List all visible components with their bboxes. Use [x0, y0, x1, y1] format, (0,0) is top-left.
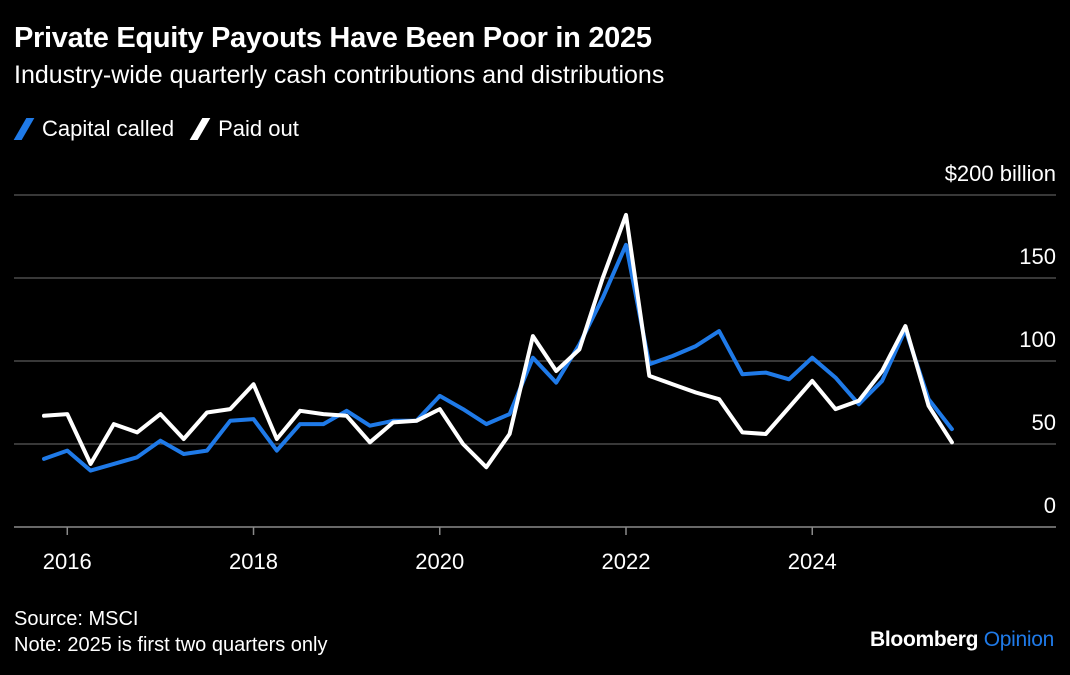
chart-title: Private Equity Payouts Have Been Poor in… — [14, 22, 652, 54]
x-tick-label: 2024 — [788, 549, 837, 574]
y-tick-label: 50 — [1032, 410, 1056, 435]
legend-item-paid-out: Paid out — [189, 116, 299, 142]
legend-label-paid-out: Paid out — [218, 116, 299, 141]
x-tick-label: 2018 — [229, 549, 278, 574]
brand-logo: Bloomberg Opinion — [870, 628, 1054, 652]
footnote: Note: 2025 is first two quarters only — [14, 634, 328, 656]
y-tick-label: 0 — [1044, 493, 1056, 518]
legend: Capital called Paid out — [13, 116, 317, 142]
legend-swatch-capital-called — [13, 118, 35, 140]
x-tick-label: 2016 — [43, 549, 92, 574]
series-line-paid-out — [42, 212, 954, 470]
chart-subtitle: Industry-wide quarterly cash contributio… — [14, 61, 665, 89]
source-note: Source: MSCI — [14, 608, 139, 630]
y-tick-label: $200 billion — [945, 161, 1056, 186]
legend-swatch-paid-out — [189, 118, 211, 140]
x-tick-label: 2020 — [415, 549, 464, 574]
legend-label-capital-called: Capital called — [42, 116, 175, 141]
y-tick-label: 150 — [1019, 244, 1056, 269]
series-line-capital-called — [42, 242, 954, 473]
y-tick-label: 100 — [1019, 327, 1056, 352]
brand-name: Bloomberg — [870, 628, 979, 651]
line-chart: $200 billion 150 100 50 0 2016 2018 2020 2022 202… — [14, 161, 1056, 574]
brand-suffix: Opinion — [983, 628, 1055, 651]
legend-item-capital-called: Capital called — [13, 116, 175, 142]
footer: Source: MSCI Note: 2025 is first two qua… — [14, 606, 327, 658]
x-tick-label: 2022 — [602, 549, 651, 574]
